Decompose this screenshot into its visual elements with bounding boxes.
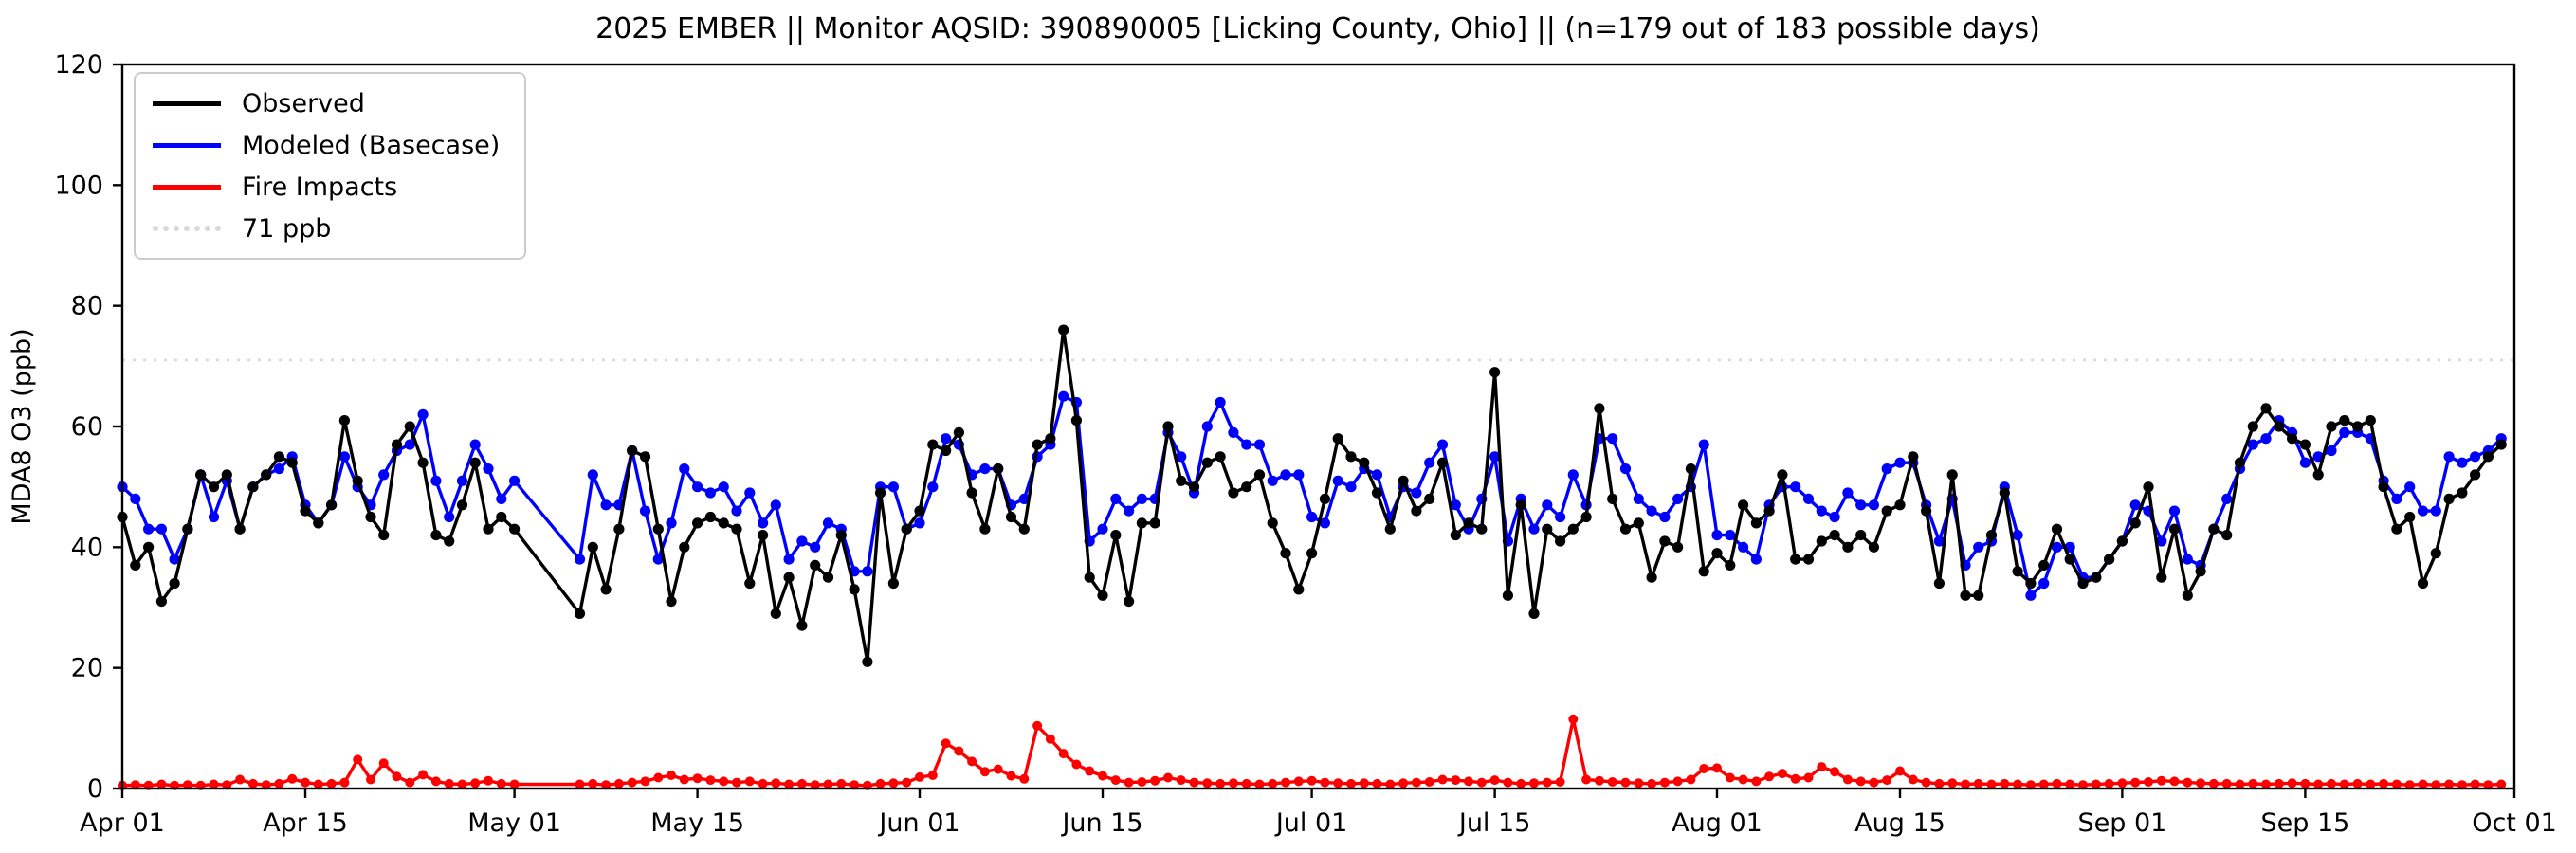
legend-entry-observed: Observed bbox=[153, 87, 500, 119]
legend-label-observed: Observed bbox=[242, 88, 365, 118]
observed-line-sample bbox=[153, 100, 221, 106]
observed-series bbox=[117, 324, 2507, 667]
x-tick-label: Aug 15 bbox=[1854, 808, 1946, 838]
x-tick-label: Jul 15 bbox=[1457, 808, 1531, 838]
y-tick-label: 40 bbox=[71, 533, 103, 562]
y-axis-label: MDA8 O3 (ppb) bbox=[8, 328, 37, 524]
x-tick-label: Apr 01 bbox=[80, 808, 165, 838]
y-tick-label: 0 bbox=[87, 774, 103, 804]
legend-entry-modeled: Modeled (Basecase) bbox=[153, 129, 500, 161]
y-tick-label: 120 bbox=[54, 50, 103, 80]
x-tick-label: Jun 15 bbox=[1060, 808, 1142, 838]
fire-impacts-line-sample bbox=[153, 184, 221, 190]
legend-label-fire-impacts: Fire Impacts bbox=[242, 172, 398, 202]
x-tick-label: May 15 bbox=[650, 808, 744, 838]
x-tick-label: Sep 15 bbox=[2260, 808, 2349, 838]
y-tick-label: 100 bbox=[54, 171, 103, 200]
x-tick-label: May 01 bbox=[467, 808, 561, 838]
fire-impacts-series bbox=[118, 714, 2507, 790]
modeled-line-sample bbox=[153, 142, 221, 148]
y-tick-label: 60 bbox=[71, 412, 103, 442]
x-tick-label: Oct 01 bbox=[2472, 808, 2557, 838]
chart-title: 2025 EMBER || Monitor AQSID: 390890005 [… bbox=[595, 12, 2040, 45]
y-axis-ticks: 0 20 40 60 80 100 120 bbox=[54, 50, 122, 804]
x-tick-label: Jul 01 bbox=[1274, 808, 1348, 838]
legend-entry-71ppb: 71 ppb bbox=[153, 212, 500, 245]
y-tick-label: 80 bbox=[71, 292, 103, 321]
legend-entry-fire-impacts: Fire Impacts bbox=[153, 171, 500, 203]
x-tick-label: Aug 01 bbox=[1672, 808, 1763, 838]
x-tick-label: Sep 01 bbox=[2077, 808, 2166, 838]
threshold-line-sample bbox=[153, 226, 221, 231]
x-tick-label: Apr 15 bbox=[263, 808, 348, 838]
legend-label-modeled: Modeled (Basecase) bbox=[242, 130, 501, 160]
legend-label-71ppb: 71 ppb bbox=[242, 213, 332, 244]
x-axis-ticks: Apr 01 Apr 15 May 01 May 15 Jun 01 Jun 15 Jul … bbox=[80, 789, 2557, 838]
legend-box: Observed Modeled (Basecase) Fire Impacts… bbox=[134, 72, 527, 260]
data-series-group bbox=[117, 324, 2507, 790]
y-tick-label: 20 bbox=[71, 654, 103, 683]
x-tick-label: Jun 01 bbox=[877, 808, 959, 838]
